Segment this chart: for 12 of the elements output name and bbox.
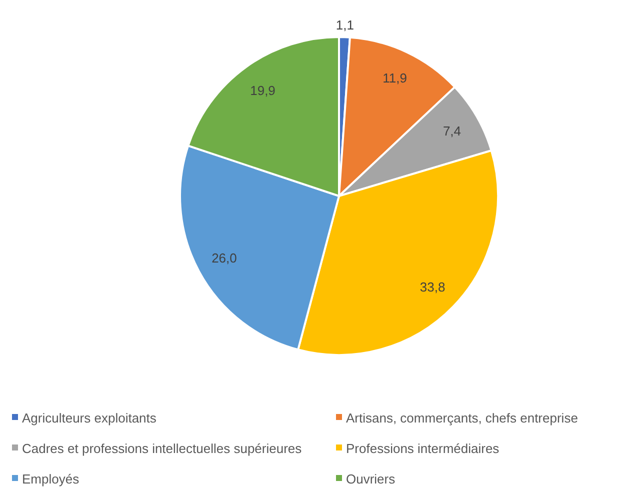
- legend-label: Professions intermédiaires: [346, 441, 500, 456]
- data-label: 26,0: [212, 250, 237, 266]
- data-label: 7,4: [442, 123, 462, 138]
- legend-label: Cadres et professions intellectuelles supérieures: [22, 441, 302, 456]
- data-label: 11,9: [382, 70, 408, 86]
- legend-label: Agriculteurs exploitants: [22, 410, 157, 426]
- data-label: 1,1: [336, 18, 354, 33]
- legend-label: Artisans, commerçants, chefs entreprise: [346, 410, 578, 426]
- legend-label: Ouvriers: [346, 472, 396, 487]
- data-label: 19,9: [250, 82, 276, 98]
- legend-label: Employés: [22, 472, 80, 487]
- data-label: 33,8: [420, 279, 446, 294]
